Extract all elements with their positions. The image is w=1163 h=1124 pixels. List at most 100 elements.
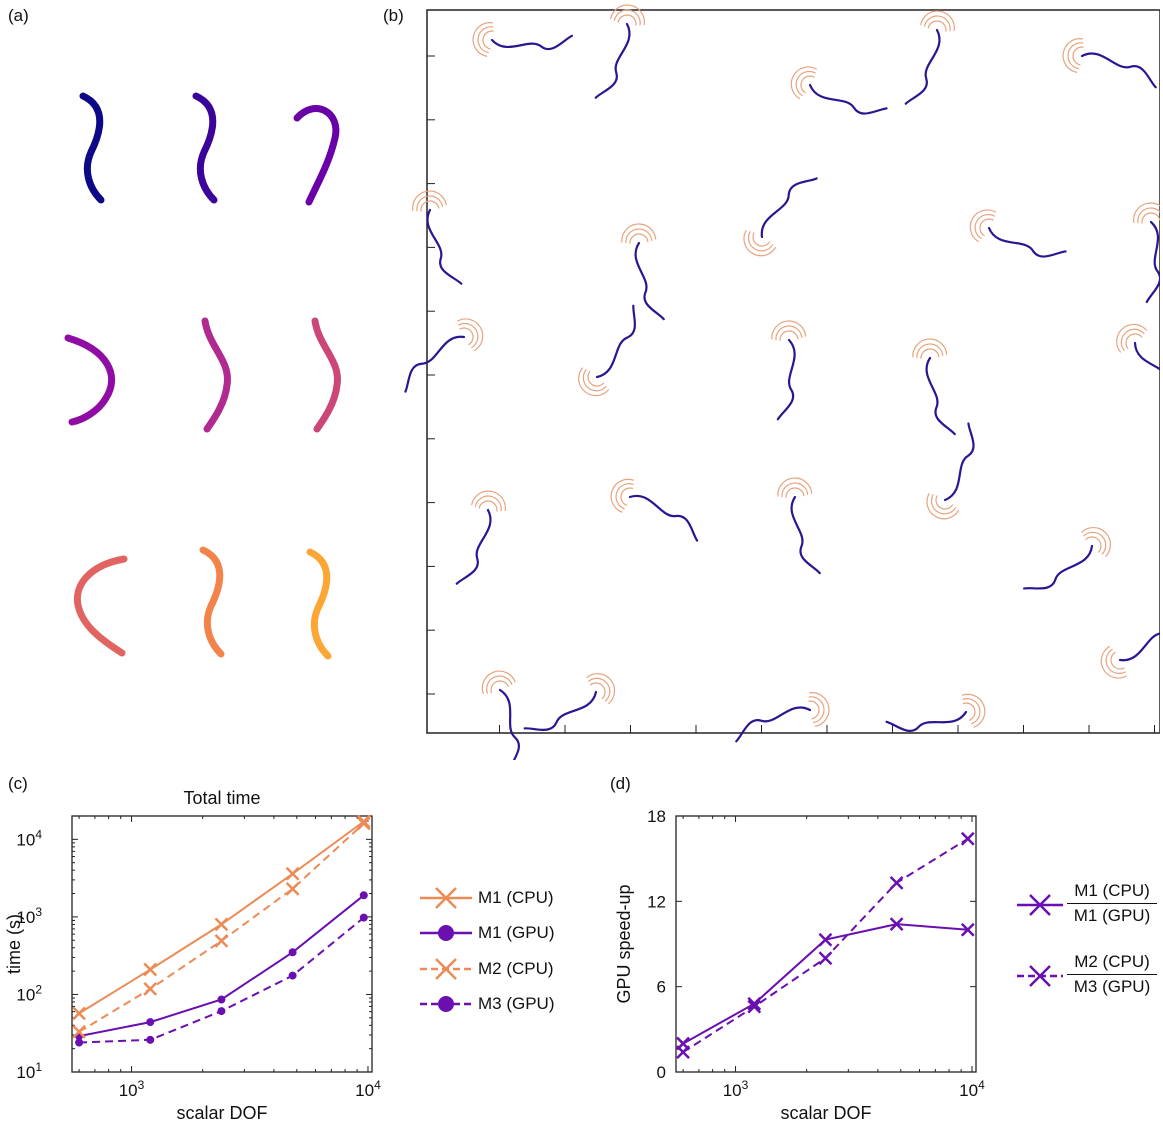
data-point-stroke — [747, 999, 762, 1014]
swimmer-head-arc — [610, 4, 645, 26]
swimmer-tail — [455, 508, 492, 585]
swimmer-head-arc — [582, 369, 607, 392]
swimmer — [743, 177, 818, 257]
swimmer-head-arc — [747, 231, 774, 252]
data-point — [217, 995, 226, 1004]
y-tick-exponent: 2 — [35, 982, 42, 996]
x-tick-label: 103 — [723, 1078, 749, 1100]
swimmer — [621, 223, 665, 321]
legend-label: M1 (CPU) — [478, 888, 554, 907]
swimmer — [1023, 526, 1112, 590]
data-point — [143, 981, 158, 996]
swimmer-head-arc — [923, 15, 951, 32]
data-point-stroke — [818, 951, 833, 966]
swimmer-head-arc — [615, 483, 634, 510]
data-point-stroke — [960, 922, 975, 937]
swimmer-tail — [760, 177, 818, 239]
legend-swatch-purple-x-dashed — [1017, 965, 1063, 987]
swimmer-head-arc — [420, 200, 440, 212]
swimmer-head-arc — [1125, 333, 1143, 350]
data-point — [676, 1045, 690, 1059]
swimmer-head-arc — [912, 338, 948, 358]
swimmer-head-arc — [916, 343, 944, 359]
data-point — [143, 962, 158, 977]
swimmer — [481, 670, 520, 760]
swimmer-head-arc — [790, 66, 818, 100]
swimmer-head-arc — [589, 682, 606, 700]
swimmer — [610, 478, 699, 542]
swimmer-head-arc — [1133, 202, 1160, 224]
swimmer-head-arc — [927, 20, 947, 32]
legend-d: M1 (CPU) M1 (GPU) M2 (CPU) M3 (GPU) — [1015, 880, 1163, 1010]
swimmer-head-arc — [588, 677, 611, 702]
swimmer-tail — [404, 335, 466, 393]
data-point-stroke — [72, 1006, 86, 1021]
swimmer-head-arc — [920, 348, 940, 359]
swimmer-head-arc — [1120, 328, 1145, 351]
data-point-stroke — [356, 814, 371, 829]
legend-swatch-orange-x — [420, 887, 472, 909]
swimmer-head-arc — [625, 228, 653, 244]
swimmer-head-arc — [621, 223, 657, 243]
data-point — [747, 999, 762, 1014]
swimmer-head-arc — [777, 477, 813, 497]
data-point — [960, 831, 975, 846]
swimmer-head-arc — [1110, 651, 1125, 670]
data-point-stroke — [889, 917, 904, 931]
legend-label: M2 (CPU) — [478, 959, 554, 978]
swimmer-head-arc — [752, 232, 771, 247]
swimmer-tail — [523, 690, 598, 731]
swimmer-tail — [1145, 220, 1160, 304]
data-point — [818, 932, 833, 947]
x-tick-label: 103 — [119, 1078, 145, 1100]
swimmer-head-arc — [926, 492, 960, 520]
swimmer-tail — [490, 34, 574, 51]
x-tick-exponent: 3 — [742, 1078, 749, 1092]
data-point — [72, 1024, 86, 1039]
swimmer-head-arc — [808, 696, 825, 724]
swimmer-head-arc — [490, 680, 510, 694]
swimmer-tail — [498, 688, 520, 760]
data-point — [889, 875, 904, 890]
swimmer-head-arc — [1085, 536, 1102, 553]
filament-grid — [64, 92, 341, 660]
swimmer-head-arc — [617, 14, 637, 26]
data-point — [285, 881, 300, 896]
data-point-stroke — [214, 934, 229, 948]
swimmer-tail — [1133, 341, 1160, 393]
swimmer-tail — [885, 710, 968, 732]
x-tick-label: 104 — [959, 1078, 985, 1100]
swimmer-head-arc — [477, 26, 494, 54]
legend-swatch-purple-dot-dashed — [420, 996, 472, 1012]
swimmer-head-arc — [808, 692, 830, 727]
series-line — [682, 923, 968, 1045]
swimmer-head-arc — [620, 487, 634, 507]
swimmer-head-arc — [771, 320, 807, 340]
data-point — [818, 951, 833, 966]
data-point — [359, 891, 368, 900]
swimmer-tail — [808, 83, 888, 115]
filament — [64, 334, 116, 426]
plot-area-frame — [71, 815, 373, 1073]
swimmer-head-arc — [587, 370, 605, 387]
swimmer-head-arc — [1083, 531, 1107, 555]
swimmer — [926, 422, 975, 520]
swimmer-head-arc — [610, 478, 635, 513]
legend-label: M3 (GPU) — [478, 994, 555, 1013]
filament — [199, 546, 225, 658]
data-point-stroke — [285, 881, 300, 896]
swimmer-head-arc — [743, 229, 777, 257]
swimmer-head-arc — [412, 190, 447, 212]
series-line — [78, 822, 365, 1033]
swimmer — [404, 318, 484, 393]
y-tick-exponent: 1 — [35, 1060, 42, 1074]
swimmer-head-arc — [962, 698, 981, 725]
swimmer-head-arc — [472, 22, 494, 57]
swimmer-tail — [426, 208, 463, 285]
swimmer-head-arc — [1067, 42, 1084, 70]
data-point-stroke — [143, 981, 158, 996]
swimmer-tail — [1023, 544, 1094, 590]
swimmer-head-arc — [482, 30, 494, 50]
data-point — [285, 866, 300, 881]
